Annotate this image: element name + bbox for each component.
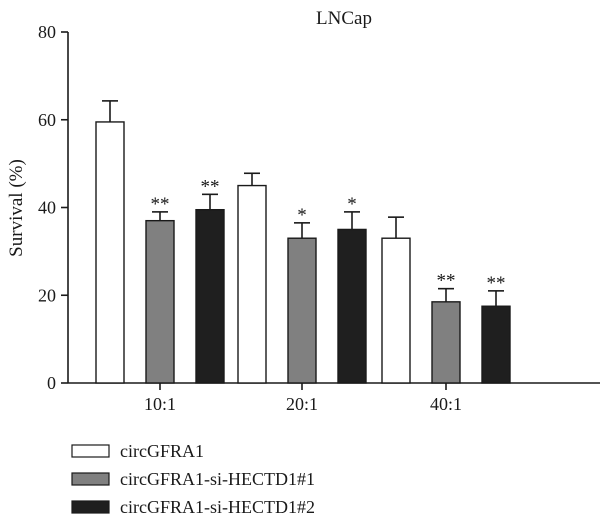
bar bbox=[287, 237, 317, 384]
bar bbox=[145, 219, 175, 384]
y-tick-label: 60 bbox=[38, 110, 56, 130]
legend-swatch bbox=[71, 472, 110, 486]
bar bbox=[237, 184, 267, 384]
legend-label: circGFRA1 bbox=[120, 441, 204, 461]
significance-label: ** bbox=[201, 176, 220, 197]
significance-label: ** bbox=[151, 194, 170, 215]
x-tick-label: 20:1 bbox=[286, 394, 318, 414]
y-tick-label: 0 bbox=[47, 373, 56, 393]
bars: ********** bbox=[95, 100, 511, 384]
legend-label: circGFRA1-si-HECTD1#1 bbox=[120, 469, 315, 489]
significance-label: * bbox=[347, 194, 357, 215]
bar bbox=[195, 208, 225, 384]
y-tick-label: 20 bbox=[38, 285, 56, 305]
significance-label: ** bbox=[487, 273, 506, 294]
bar bbox=[381, 237, 411, 384]
y-tick-label: 40 bbox=[38, 198, 56, 218]
x-tick-label: 10:1 bbox=[144, 394, 176, 414]
legend: circGFRA1 circGFRA1-si-HECTD1#1 circGFRA1-… bbox=[71, 441, 315, 517]
legend-swatch bbox=[71, 500, 110, 514]
bar bbox=[337, 228, 367, 384]
significance-label: * bbox=[297, 205, 307, 226]
y-axis-label: Survival (%) bbox=[6, 159, 27, 257]
x-tick-label: 40:1 bbox=[430, 394, 462, 414]
bar bbox=[481, 305, 511, 384]
chart-title: LNCap bbox=[316, 8, 372, 29]
significance-label: ** bbox=[437, 271, 456, 292]
y-tick-label: 80 bbox=[38, 22, 56, 42]
legend-swatch bbox=[71, 444, 110, 458]
bar bbox=[431, 301, 461, 384]
bar bbox=[95, 121, 125, 384]
legend-label: circGFRA1-si-HECTD1#2 bbox=[120, 497, 315, 517]
